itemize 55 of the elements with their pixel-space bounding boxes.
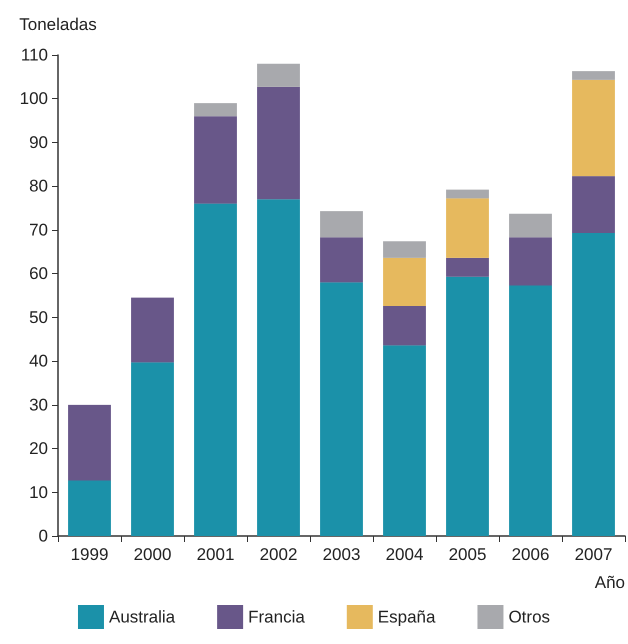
y-tick-label: 100 (20, 89, 48, 108)
bar (446, 190, 489, 198)
bar (446, 198, 489, 258)
x-tick-label: 2003 (322, 545, 360, 564)
bar (446, 258, 489, 277)
bar (194, 116, 237, 204)
y-tick-label: 50 (29, 308, 48, 327)
x-tick-label: 2000 (134, 545, 172, 564)
legend-label: Otros (508, 608, 550, 626)
bar (383, 345, 426, 536)
y-tick-label: 90 (29, 132, 48, 152)
x-tick-label: 2002 (260, 545, 298, 564)
bar (446, 276, 489, 536)
y-tick-label: 40 (29, 352, 48, 371)
bar (320, 237, 363, 282)
x-tick-label: 2005 (448, 545, 486, 564)
x-tick-label: 2001 (196, 545, 234, 564)
bar (509, 237, 552, 286)
bar (131, 362, 174, 536)
bar (194, 103, 237, 116)
bar (383, 306, 426, 346)
y-tick-label: 30 (29, 395, 48, 414)
bar (257, 86, 300, 200)
x-axis-title: Año (594, 573, 625, 592)
bar (383, 241, 426, 258)
bar (68, 404, 111, 480)
y-tick-label: 110 (20, 46, 48, 64)
x-tick-label: 2006 (512, 545, 550, 564)
bar (320, 211, 363, 238)
legend-label: Australia (108, 608, 176, 626)
y-tick-label: 70 (29, 220, 48, 240)
x-tick-label: 2007 (574, 545, 612, 564)
y-axis-title: Toneladas (19, 15, 97, 34)
bar (131, 298, 174, 362)
bar (257, 64, 300, 87)
bar (572, 232, 615, 536)
x-tick-label: 2004 (386, 545, 424, 564)
bar (509, 285, 552, 536)
bar (572, 71, 615, 80)
bar (194, 204, 237, 536)
bar (509, 214, 552, 238)
bar (68, 480, 111, 536)
bar (383, 258, 426, 306)
x-tick-label: 1999 (70, 545, 108, 564)
y-tick-label: 20 (29, 439, 48, 458)
bar (257, 199, 300, 536)
y-tick-label: 60 (29, 264, 48, 284)
y-tick-label: 80 (29, 176, 48, 196)
y-tick-label: 10 (29, 482, 48, 502)
bar (572, 80, 615, 176)
bar (320, 282, 363, 536)
y-tick-label: 0 (38, 526, 48, 546)
legend-label: Francia (248, 608, 306, 626)
bar (572, 176, 615, 233)
legend-label: España (378, 608, 436, 626)
